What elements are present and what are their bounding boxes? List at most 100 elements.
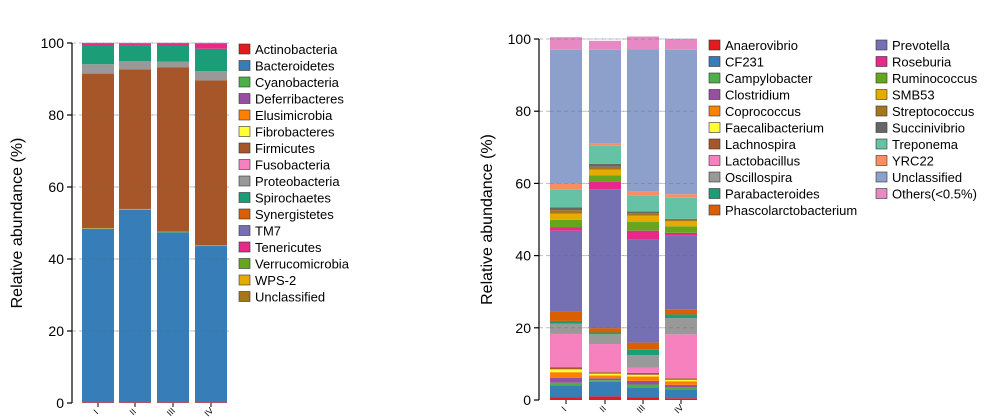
legend-swatch — [238, 241, 251, 253]
legend-swatch — [708, 56, 721, 67]
y-tick-label: 40 — [48, 251, 64, 267]
bar-segment — [82, 402, 114, 403]
legend-label: Elusimicrobia — [255, 108, 333, 123]
y-tick-label: 60 — [515, 175, 531, 191]
bar-segment — [589, 40, 621, 50]
bar-segment — [195, 402, 227, 403]
bar-segment — [589, 181, 621, 190]
bar-segment — [627, 349, 659, 356]
y-tick-label: 80 — [48, 107, 64, 123]
y-tick-label: 100 — [508, 31, 532, 47]
bar-segment — [589, 175, 621, 182]
bar-segment — [119, 69, 151, 209]
bar-segment — [589, 375, 621, 379]
bar-segment — [550, 210, 582, 214]
x-tick-label: I — [91, 407, 100, 416]
legend-swatch — [238, 159, 251, 170]
bar-segment — [665, 226, 697, 233]
legend-label: SMB53 — [892, 88, 935, 103]
bar-segment — [195, 246, 227, 403]
legend-swatch — [875, 155, 888, 166]
bar-segment — [550, 227, 582, 231]
bar-segment — [119, 43, 151, 44]
legend-label: Fusobacteria — [255, 158, 331, 173]
legend-swatch — [708, 72, 721, 84]
legend-swatch — [708, 39, 721, 51]
legend-label: Faecalibacterium — [725, 121, 824, 136]
bar-segment — [550, 37, 582, 50]
bar-segment — [665, 314, 697, 319]
legend-swatch — [875, 171, 888, 183]
bar-segment — [627, 355, 659, 368]
bar-segment — [627, 342, 659, 350]
y-tick-label: 40 — [515, 248, 531, 264]
y-tick-label: 100 — [41, 35, 65, 51]
legend-label: Tenericutes — [255, 240, 322, 255]
bar-segment — [627, 191, 659, 196]
bar-segment — [627, 380, 659, 385]
legend-label: Roseburia — [892, 55, 952, 70]
bar-segment — [157, 67, 189, 232]
bar-segment — [589, 143, 621, 146]
legend-label: Phascolarctobacterium — [725, 203, 857, 218]
bar-segment — [550, 377, 582, 383]
legend-label: Synergistetes — [255, 207, 334, 222]
legend-label: CF231 — [725, 55, 764, 70]
bar-segment — [665, 197, 697, 219]
bar-segment — [665, 381, 697, 385]
bar-segment — [627, 367, 659, 373]
bar-segment — [589, 380, 621, 382]
bar-segment — [195, 48, 227, 72]
bar-segment — [627, 239, 659, 343]
legend-swatch — [708, 171, 721, 183]
bar-segment — [589, 344, 621, 373]
bar-segment — [119, 402, 151, 403]
bar-segment — [665, 39, 697, 50]
legend-label: Proteobacteria — [255, 174, 340, 189]
bar-segment — [550, 372, 582, 378]
bar-segment — [627, 195, 659, 212]
bar-segment — [589, 166, 621, 170]
bar-segment — [82, 43, 114, 46]
bar-segment — [665, 379, 697, 382]
legend-swatch — [875, 72, 888, 84]
legend-swatch — [875, 122, 888, 133]
legend-label: Oscillospira — [725, 170, 793, 185]
x-tick-label: III — [635, 403, 647, 415]
bar-segment — [665, 387, 697, 390]
bar-segment — [589, 378, 621, 381]
bar-segment — [195, 71, 227, 81]
bar-segment — [665, 318, 697, 335]
y-tick-label: 80 — [515, 103, 531, 119]
legend-swatch — [708, 138, 721, 150]
legend-label: Cyanobacteria — [255, 75, 340, 90]
bar-segment — [550, 213, 582, 220]
bar-segment — [627, 36, 659, 50]
legend-label: Firmicutes — [255, 141, 315, 156]
legend-label: Parabacteroides — [725, 187, 820, 202]
bar-segment — [550, 397, 582, 400]
legend-swatch — [708, 89, 721, 100]
x-tick-label: II — [128, 407, 139, 418]
bar-segment — [589, 334, 621, 345]
bar-segment — [550, 207, 582, 211]
legend-swatch — [238, 258, 251, 269]
legend-label: Unclassified — [255, 290, 325, 305]
bar-segment — [157, 232, 189, 403]
bar-segment — [550, 49, 582, 184]
bar-segment — [627, 213, 659, 216]
bar-segment — [665, 398, 697, 400]
y-tick-label: 20 — [515, 320, 531, 336]
y-axis-title: Relative abundance (%) — [479, 134, 496, 305]
legend-label: Ruminococcus — [892, 71, 978, 86]
bar-segment — [665, 232, 697, 236]
y-tick-label: 0 — [523, 392, 531, 408]
bar-segment — [627, 215, 659, 223]
bar-segment — [119, 61, 151, 70]
bar-segment — [665, 235, 697, 310]
legend-swatch — [238, 192, 251, 203]
bar-segment — [627, 211, 659, 214]
bar-segment — [589, 332, 621, 335]
